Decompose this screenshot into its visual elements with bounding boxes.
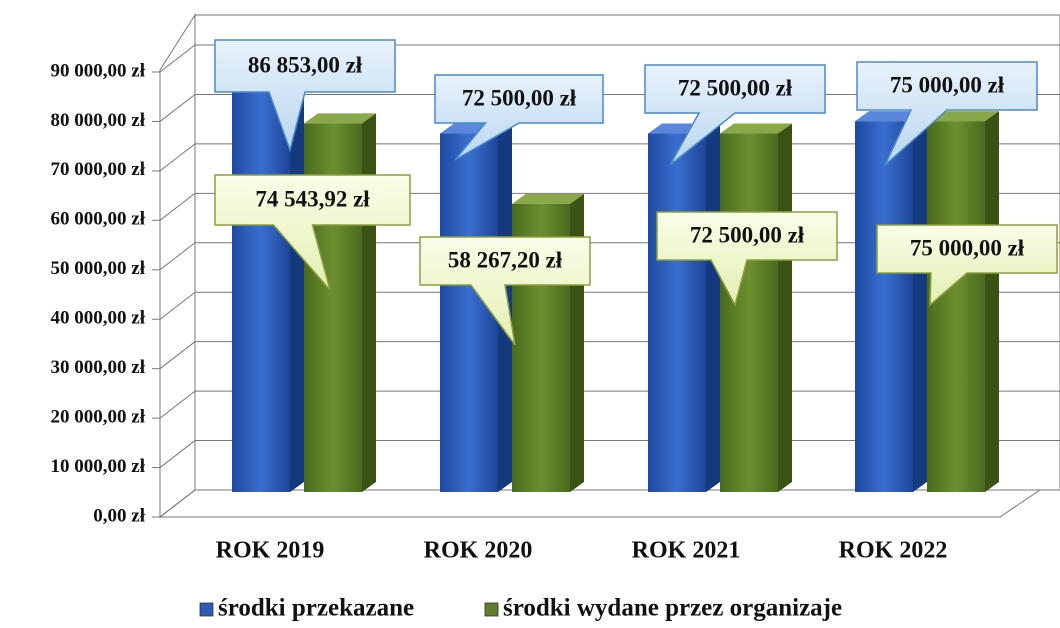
bar-side (913, 111, 927, 493)
grid-line (159, 44, 1060, 73)
callout (434, 74, 604, 161)
x-tick-label: ROK 2022 (839, 538, 948, 564)
bar-side (985, 111, 999, 493)
bar-side (290, 52, 304, 492)
y-tick-label: 10 000,00 zł (51, 456, 146, 477)
bar (720, 133, 778, 492)
data-label: 75 000,00 zł (910, 235, 1025, 260)
bar-top (304, 113, 376, 124)
legend-label: środki wydane przez organizaje (503, 595, 842, 622)
y-tick-label: 30 000,00 zł (51, 357, 146, 378)
callout (644, 64, 826, 166)
data-label: 75 000,00 zł (890, 72, 1005, 97)
legend-swatch (199, 602, 214, 617)
bar-side (362, 113, 376, 493)
legend-label: środki przekazane (218, 595, 414, 622)
legend-swatch (484, 602, 499, 617)
legend: środki przekazane środki wydane przez org… (199, 595, 842, 622)
bar (648, 133, 706, 492)
floor (158, 489, 1042, 518)
y-tick-label: 80 000,00 zł (51, 110, 146, 131)
bar-top (720, 123, 792, 134)
data-label: 86 853,00 zł (248, 52, 363, 77)
bar-top (512, 193, 584, 204)
bar-side (706, 123, 720, 493)
data-label: 72 500,00 zł (678, 75, 793, 100)
y-tick-label: 50 000,00 zł (51, 258, 146, 279)
bar-top (927, 111, 999, 122)
callout (856, 61, 1038, 166)
y-tick-label: 70 000,00 zł (51, 159, 146, 180)
bar (440, 133, 498, 492)
callout (214, 39, 396, 153)
data-label: 58 267,20 zł (448, 247, 563, 272)
y-tick-label: 0,00 zł (93, 505, 145, 526)
bar (927, 121, 985, 493)
callout (876, 224, 1058, 307)
x-tick-label: ROK 2020 (424, 538, 533, 564)
x-tick-label: ROK 2021 (632, 538, 741, 564)
data-label: 74 543,92 zł (255, 186, 370, 211)
callout (656, 211, 838, 308)
y-tick-label: 40 000,00 zł (51, 308, 146, 329)
bar-side (778, 123, 792, 493)
data-label: 72 500,00 zł (690, 222, 805, 247)
y-tick-label: 60 000,00 zł (51, 209, 146, 230)
y-tick-label: 90 000,00 zł (51, 60, 146, 81)
x-tick-label: ROK 2019 (216, 538, 325, 564)
y-tick-label: 20 000,00 zł (51, 406, 146, 427)
callout (419, 236, 591, 346)
bar (232, 62, 290, 492)
callouts: 86 853,00 zł 72 500,00 zł 72 500,00 zł 75 0… (214, 39, 1058, 346)
data-label: 72 500,00 zł (462, 85, 577, 110)
bar (855, 121, 913, 493)
callout (214, 174, 411, 291)
